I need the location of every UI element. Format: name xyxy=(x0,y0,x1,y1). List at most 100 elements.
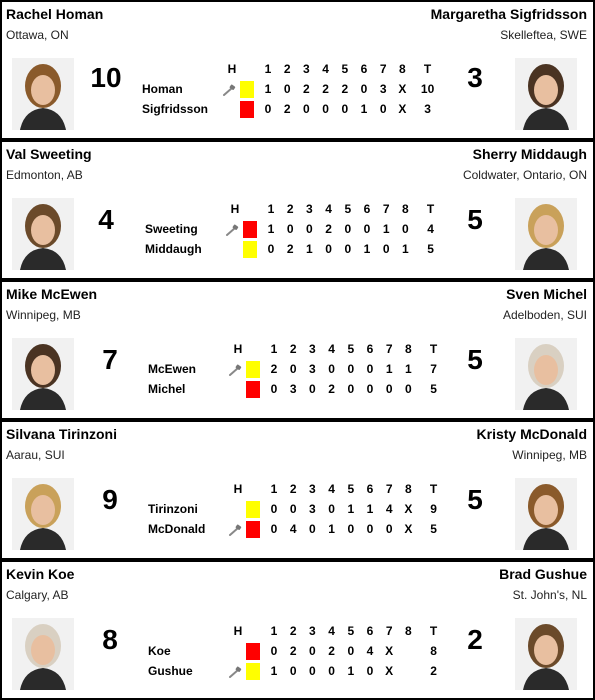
header-cell: 3 xyxy=(309,482,316,496)
player-photo xyxy=(12,618,74,690)
player-location: Edmonton, AB xyxy=(6,168,83,182)
team-name: Koe xyxy=(148,644,171,658)
player-photo xyxy=(515,58,577,130)
header-cell: 5 xyxy=(347,482,355,496)
end-score: 0 xyxy=(366,664,374,678)
end-score: 4 xyxy=(366,644,374,658)
stone-color-yellow xyxy=(246,663,260,680)
header-cell: 6 xyxy=(366,482,374,496)
player-name: Kristy McDonald xyxy=(476,426,587,442)
header-cell: 1 xyxy=(267,202,275,216)
header-cell: 4 xyxy=(328,482,335,496)
player-name: Val Sweeting xyxy=(6,146,92,162)
end-score: 0 xyxy=(366,382,374,396)
header-cell: H xyxy=(233,482,243,496)
end-score: 2 xyxy=(283,102,291,116)
end-score: 1 xyxy=(405,362,412,376)
end-score: 1 xyxy=(363,242,371,256)
line-score: H 1 2 3 4 5 6 7 8 T Koe 0 2 0 2 0 4 X 8 Gushue 1 0 0 0 1 0 X 2 xyxy=(148,622,468,684)
header-cell: 2 xyxy=(286,202,294,216)
end-score: 0 xyxy=(270,382,278,396)
end-score: 0 xyxy=(405,382,412,396)
header-cell: H xyxy=(230,202,240,216)
end-score: 0 xyxy=(322,102,329,116)
end-score: 0 xyxy=(286,222,294,236)
team-name: Sweeting xyxy=(145,222,198,236)
player-location: Winnipeg, MB xyxy=(6,308,81,322)
header-cell: 5 xyxy=(344,202,352,216)
hammer-icon xyxy=(228,665,242,678)
stone-color-red xyxy=(246,643,260,660)
end-score: 0 xyxy=(328,362,335,376)
team-name: McEwen xyxy=(148,362,197,376)
end-score: 1 xyxy=(360,102,368,116)
header-cell: 4 xyxy=(328,624,335,638)
header-cell: 8 xyxy=(405,482,412,496)
end-score: 0 xyxy=(363,222,371,236)
team-total-score: 7 xyxy=(102,344,118,375)
team-name: Sigfridsson xyxy=(142,102,209,116)
header-cell: 4 xyxy=(322,62,329,76)
end-score: 1 xyxy=(328,522,335,536)
end-score: X xyxy=(385,644,394,658)
player-name: Sven Michel xyxy=(506,286,587,302)
player-photo xyxy=(12,198,74,270)
row-total: 5 xyxy=(430,382,437,396)
header-cell: 5 xyxy=(347,342,355,356)
header-cell: T xyxy=(429,482,438,496)
end-score: 0 xyxy=(341,102,349,116)
header-cell: 8 xyxy=(399,62,406,76)
team-total-score: 8 xyxy=(102,624,118,655)
header-cell: 8 xyxy=(405,342,412,356)
player-photo xyxy=(12,478,74,550)
end-score: X xyxy=(398,102,407,116)
row-total: 10 xyxy=(420,82,435,96)
end-score: 2 xyxy=(341,82,349,96)
team-total-score: 10 xyxy=(90,62,122,93)
line-score: H 1 2 3 4 5 6 7 8 T Homan 1 0 2 2 2 0 3 X 10 Sigfridsson 0 2 0 0… xyxy=(142,60,462,122)
player-location: Ottawa, ON xyxy=(6,28,69,42)
header-cell: 3 xyxy=(309,624,316,638)
stone-color-red xyxy=(243,221,257,238)
header-cell: H xyxy=(227,62,237,76)
row-total: 5 xyxy=(430,522,437,536)
stone-color-red xyxy=(246,381,260,398)
end-score: 0 xyxy=(385,522,393,536)
end-score: 0 xyxy=(270,644,278,658)
stone-color-red xyxy=(246,521,260,538)
header-cell: 7 xyxy=(382,202,390,216)
header-cell: T xyxy=(429,342,438,356)
header-cell: T xyxy=(426,202,435,216)
player-location: Adelboden, SUI xyxy=(502,308,587,322)
end-score: 4 xyxy=(385,502,393,516)
end-score: 0 xyxy=(267,242,275,256)
end-score: 0 xyxy=(325,242,332,256)
player-name: Sherry Middaugh xyxy=(472,146,587,162)
header-cell: 1 xyxy=(264,62,272,76)
header-cell: 2 xyxy=(283,62,291,76)
row-total: 8 xyxy=(430,644,437,658)
game-panel: Val Sweeting Edmonton, AB 4 Sherry Middaugh… xyxy=(2,142,593,278)
end-score: 2 xyxy=(328,644,335,658)
player-photo xyxy=(515,338,577,410)
header-cell: 7 xyxy=(385,624,393,638)
header-cell: 5 xyxy=(341,62,349,76)
stone-color-yellow xyxy=(240,81,254,98)
end-score: 0 xyxy=(270,522,278,536)
header-cell: 3 xyxy=(303,62,310,76)
player-location: St. John's, NL xyxy=(512,588,587,602)
row-total: 7 xyxy=(430,362,437,376)
header-cell: 6 xyxy=(360,62,368,76)
player-name: Mike McEwen xyxy=(6,286,98,302)
header-cell: 3 xyxy=(306,202,313,216)
end-score: 0 xyxy=(328,502,335,516)
header-cell: 4 xyxy=(328,342,335,356)
player-name: Kevin Koe xyxy=(6,566,75,582)
end-score: 0 xyxy=(344,222,352,236)
player-name: Rachel Homan xyxy=(6,6,104,22)
header-cell: 1 xyxy=(270,342,278,356)
end-score: 1 xyxy=(264,82,272,96)
end-score: 0 xyxy=(382,242,390,256)
player-location: Calgary, AB xyxy=(6,588,69,602)
row-total: 9 xyxy=(430,502,437,516)
